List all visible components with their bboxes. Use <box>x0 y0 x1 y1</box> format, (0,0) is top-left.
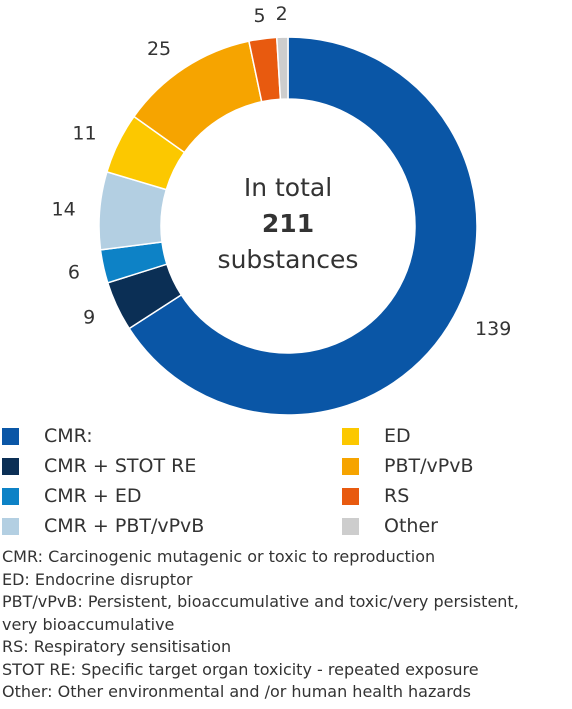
legend-item-pbt: PBT/vPvB <box>342 452 473 480</box>
value-label: 11 <box>72 123 96 145</box>
legend-swatch <box>342 517 359 535</box>
footnote-pbt: PBT/vPvB: Persistent, bioaccumulative an… <box>2 592 519 611</box>
legend-swatch <box>342 427 359 445</box>
value-label: 2 <box>276 3 288 25</box>
legend-label: PBT/vPvB <box>384 455 474 477</box>
legend-item-other: Other <box>342 512 438 540</box>
legend-label: CMR + ED <box>44 485 142 507</box>
legend-label: RS <box>384 485 410 507</box>
donut-chart: 139 9 6 14 11 25 5 2 In total 211 substances <box>52 3 511 416</box>
value-label: 139 <box>475 318 511 340</box>
value-label: 25 <box>147 38 171 60</box>
legend-item-cmr-ed: CMR + ED <box>2 482 142 510</box>
slice-cmr <box>128 36 478 416</box>
center-text-line1: In total <box>244 173 332 202</box>
value-label: 14 <box>52 199 76 221</box>
legend-item-cmr-stot-re: CMR + STOT RE <box>2 452 196 480</box>
footnote-other: Other: Other environmental and /or human… <box>2 682 471 701</box>
center-text-line3: substances <box>218 245 359 274</box>
legend-item-cmr: CMR: <box>2 422 93 450</box>
footnote-ed: ED: Endocrine disruptor <box>2 569 193 589</box>
legend-label: ED <box>384 425 411 447</box>
value-label: 9 <box>83 307 95 329</box>
legend-swatch <box>342 487 359 505</box>
footnote-cmr: CMR: Carcinogenic mutagenic or toxic to … <box>2 547 436 566</box>
footnote-rs: RS: Respiratory sensitisation <box>2 637 232 656</box>
legend-item-rs: RS <box>342 482 409 510</box>
footnote-pbt-cont: very bioaccumulative <box>2 614 175 634</box>
legend-item-ed: ED <box>342 422 411 450</box>
footnote-stot: STOT RE: Specific target organ toxicity … <box>2 659 479 679</box>
legend-swatch <box>2 427 19 445</box>
legend-swatch <box>2 457 19 475</box>
legend-swatch <box>342 457 359 475</box>
slice-other <box>275 36 289 101</box>
value-label: 5 <box>253 5 265 27</box>
center-text-total: 211 <box>262 209 314 238</box>
footnotes: CMR: Carcinogenic mutagenic or toxic to … <box>2 546 570 704</box>
legend-label: CMR + PBT/vPvB <box>44 515 205 537</box>
legend: CMR: CMR + STOT RE CMR + ED CMR + PBT/vP… <box>0 420 572 540</box>
legend-label: CMR + STOT RE <box>44 455 197 477</box>
legend-swatch <box>2 487 19 505</box>
legend-item-cmr-pbt: CMR + PBT/vPvB <box>2 512 204 540</box>
legend-label: CMR: <box>44 425 93 447</box>
value-label: 6 <box>68 262 80 284</box>
legend-label: Other <box>384 515 438 537</box>
legend-swatch <box>2 517 19 535</box>
